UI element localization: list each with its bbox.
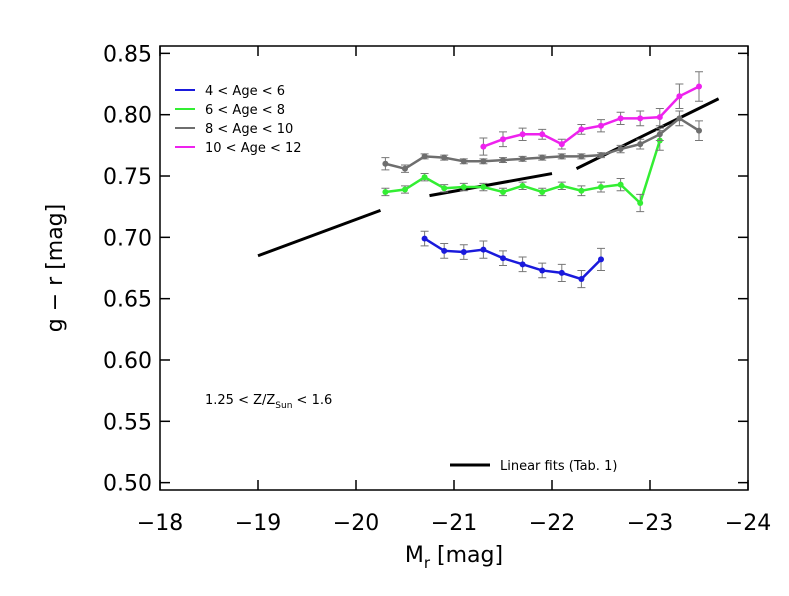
x-label-main: M — [405, 543, 424, 568]
data-point — [578, 126, 585, 133]
legend-label: 10 < Age < 12 — [205, 141, 302, 156]
data-point — [460, 184, 467, 191]
data-point — [382, 160, 389, 167]
y-tick-label: 0.70 — [103, 226, 152, 251]
legend-label: 8 < Age < 10 — [205, 122, 293, 137]
data-point — [480, 158, 487, 165]
data-point — [500, 255, 506, 262]
data-point — [519, 131, 526, 138]
data-point — [519, 261, 526, 268]
x-tick-label: −21 — [431, 511, 477, 536]
data-point — [637, 199, 644, 206]
data-point — [656, 131, 663, 138]
data-point — [402, 165, 408, 172]
data-point — [617, 146, 624, 153]
data-point — [578, 187, 585, 194]
legend-label: 4 < Age < 6 — [205, 84, 285, 99]
data-point — [500, 157, 506, 164]
fit-line — [575, 97, 720, 170]
data-point — [637, 141, 644, 148]
data-point — [480, 184, 487, 191]
data-point — [539, 154, 546, 161]
data-point — [617, 181, 624, 188]
data-point — [460, 158, 467, 165]
x-tick-label: −20 — [333, 511, 379, 536]
data-point — [558, 269, 565, 276]
data-point — [637, 115, 644, 122]
legend-label: 6 < Age < 8 — [205, 103, 285, 118]
y-tick-label: 0.80 — [103, 104, 152, 129]
data-point — [480, 246, 487, 253]
series-line — [385, 116, 700, 170]
data-point — [460, 249, 467, 256]
data-point — [656, 114, 663, 121]
annotation-main: 1.25 < Z/Z — [205, 393, 275, 408]
data-point — [421, 174, 428, 181]
y-tick-label: 0.65 — [103, 288, 152, 313]
data-point — [696, 127, 702, 134]
y-axis-label: g − r [mag] — [43, 204, 68, 332]
data-point — [500, 188, 506, 195]
data-point — [441, 185, 448, 192]
data-point — [441, 247, 448, 254]
x-tick-label: −23 — [627, 511, 673, 536]
series-line — [482, 85, 700, 148]
legend-label: Linear fits (Tab. 1) — [500, 459, 617, 474]
series-line — [423, 237, 602, 281]
data-point — [519, 182, 526, 189]
data-point — [558, 153, 565, 160]
x-axis-label: Mr [mag] — [405, 543, 503, 572]
data-point — [441, 154, 448, 161]
data-point — [598, 256, 604, 263]
data-point — [696, 83, 702, 90]
y-tick-label: 0.85 — [103, 42, 152, 67]
y-tick-label: 0.60 — [103, 349, 152, 374]
fit-line — [429, 172, 553, 198]
data-point — [480, 143, 487, 150]
x-tick-label: −24 — [725, 511, 771, 536]
x-tick-label: −22 — [529, 511, 575, 536]
data-point — [578, 276, 585, 283]
data-point — [421, 235, 428, 242]
data-point — [558, 141, 565, 148]
data-point — [598, 184, 604, 191]
fit-line — [257, 208, 382, 258]
y-tick-label: 0.75 — [103, 165, 152, 190]
data-point — [676, 93, 683, 100]
x-tick-label: −18 — [137, 511, 183, 536]
data-point — [558, 182, 565, 189]
y-tick-label: 0.50 — [103, 472, 152, 497]
data-point — [676, 115, 683, 122]
data-point — [539, 267, 546, 274]
annotation-tail: < 1.6 — [292, 393, 332, 408]
data-point — [382, 188, 389, 195]
data-point — [500, 136, 506, 143]
data-point — [617, 115, 624, 122]
x-label-sub: r — [424, 554, 431, 572]
data-point — [598, 152, 604, 159]
data-point — [421, 153, 428, 160]
annotation: 1.25 < Z/ZSun < 1.6 — [205, 393, 332, 411]
x-tick-label: −19 — [235, 511, 281, 536]
data-point — [402, 186, 408, 193]
data-point — [598, 122, 604, 129]
annotation-sub: Sun — [275, 401, 292, 411]
data-point — [578, 153, 585, 160]
y-tick-label: 0.55 — [103, 410, 152, 435]
x-label-tail: [mag] — [430, 543, 503, 568]
data-point — [539, 188, 546, 195]
data-point — [519, 155, 526, 162]
data-point — [539, 131, 546, 138]
